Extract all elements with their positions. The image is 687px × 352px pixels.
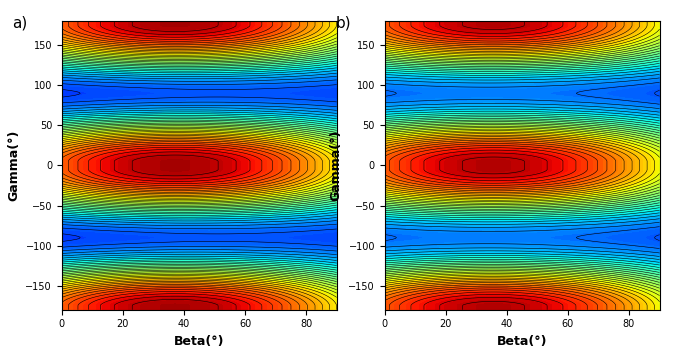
Text: a): a) [12, 15, 27, 30]
Y-axis label: Gamma(°): Gamma(°) [7, 130, 20, 201]
X-axis label: Beta(°): Beta(°) [497, 335, 548, 348]
Y-axis label: Gamma(°): Gamma(°) [330, 130, 343, 201]
Text: b): b) [335, 15, 351, 30]
X-axis label: Beta(°): Beta(°) [174, 335, 225, 348]
